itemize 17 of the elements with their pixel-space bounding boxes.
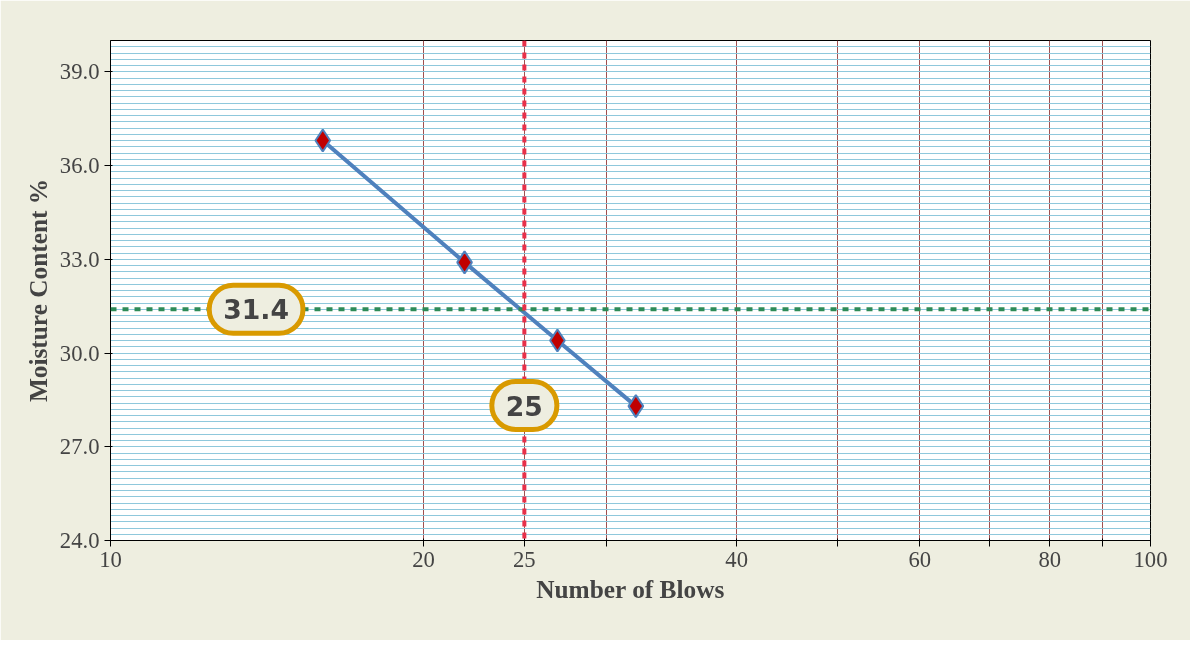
x-tick-label: 40 xyxy=(725,546,748,572)
y-tick-label: 33.0 xyxy=(59,246,100,272)
y-tick-label: 30.0 xyxy=(59,340,100,366)
y-tick-label: 39.0 xyxy=(59,59,100,85)
x-tick-label: 100 xyxy=(1133,546,1168,572)
y-tick-label: 36.0 xyxy=(59,153,100,178)
x-tick-label: 10 xyxy=(99,546,122,572)
x-tick-label: 60 xyxy=(908,546,932,572)
x-tick-label: 80 xyxy=(1038,546,1062,572)
x-axis-title: Number of Blows xyxy=(536,574,725,603)
x-tick-label: 20 xyxy=(412,546,435,572)
ref-line-label: 31.4 xyxy=(223,294,289,326)
y-tick-label: 24.0 xyxy=(59,528,100,553)
y-tick-label: 27.0 xyxy=(59,434,100,460)
x-tick-label: 25 xyxy=(513,546,536,572)
ref-line-label: 25 xyxy=(505,390,543,422)
y-axis-title: Moisture Content % xyxy=(23,178,52,403)
